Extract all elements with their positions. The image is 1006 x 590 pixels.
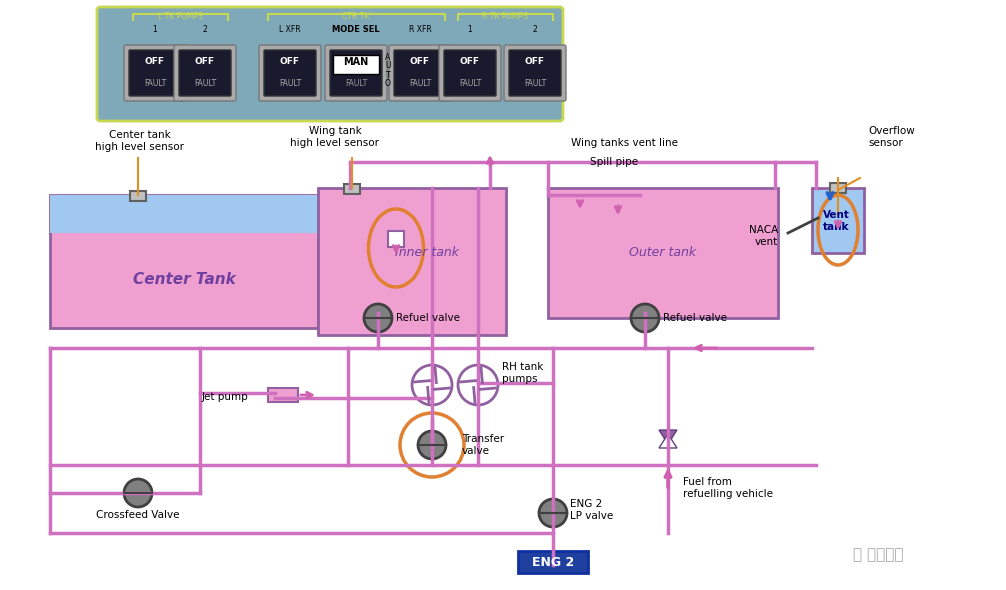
- Text: OFF: OFF: [145, 57, 165, 67]
- Text: R XFR: R XFR: [408, 25, 432, 34]
- Text: T: T: [385, 70, 390, 80]
- Text: O: O: [385, 80, 391, 88]
- FancyBboxPatch shape: [259, 45, 321, 101]
- Text: OFF: OFF: [280, 57, 300, 67]
- Circle shape: [364, 304, 392, 332]
- Text: 2: 2: [532, 25, 537, 34]
- Polygon shape: [659, 434, 677, 448]
- Bar: [344, 184, 360, 194]
- Text: ENG 2: ENG 2: [532, 556, 574, 569]
- Text: L TK PUMPS: L TK PUMPS: [158, 12, 202, 21]
- Polygon shape: [659, 430, 677, 444]
- Text: OFF: OFF: [410, 57, 430, 67]
- Text: CTR TK: CTR TK: [342, 12, 369, 21]
- Text: FAULT: FAULT: [144, 78, 166, 87]
- Text: Outer tank: Outer tank: [630, 247, 696, 260]
- Bar: [50, 195, 318, 233]
- Text: MAN: MAN: [343, 57, 368, 67]
- FancyBboxPatch shape: [504, 45, 566, 101]
- Bar: [333, 55, 379, 74]
- Text: Inner tank: Inner tank: [395, 247, 459, 260]
- Text: Vent
tank: Vent tank: [823, 210, 849, 232]
- Bar: [318, 188, 506, 335]
- Text: Crossfeed Valve: Crossfeed Valve: [97, 510, 180, 520]
- Text: OFF: OFF: [525, 57, 545, 67]
- Text: OFF: OFF: [195, 57, 215, 67]
- Circle shape: [539, 499, 567, 527]
- Text: L XFR: L XFR: [280, 25, 301, 34]
- Circle shape: [124, 479, 152, 507]
- Text: RH tank
pumps: RH tank pumps: [502, 362, 543, 384]
- FancyBboxPatch shape: [439, 45, 501, 101]
- Text: R TK PUMPS: R TK PUMPS: [482, 12, 528, 21]
- Bar: [548, 188, 778, 318]
- Bar: [388, 231, 404, 247]
- Text: Fuel from
refuelling vehicle: Fuel from refuelling vehicle: [683, 477, 773, 499]
- FancyBboxPatch shape: [509, 50, 561, 96]
- FancyBboxPatch shape: [389, 45, 451, 101]
- Bar: [50, 195, 318, 328]
- Circle shape: [418, 431, 446, 459]
- FancyBboxPatch shape: [325, 45, 387, 101]
- Text: FAULT: FAULT: [459, 78, 481, 87]
- Text: OFF: OFF: [460, 57, 480, 67]
- Text: ENG 2
LP valve: ENG 2 LP valve: [570, 499, 614, 521]
- Circle shape: [412, 365, 452, 405]
- FancyBboxPatch shape: [129, 50, 181, 96]
- Text: A: A: [385, 53, 390, 61]
- Text: FAULT: FAULT: [408, 78, 432, 87]
- Text: NACA
vent: NACA vent: [748, 225, 778, 247]
- FancyBboxPatch shape: [174, 45, 236, 101]
- Bar: [830, 183, 846, 193]
- Text: FAULT: FAULT: [279, 78, 301, 87]
- Text: Wing tank
high level sensor: Wing tank high level sensor: [291, 126, 379, 148]
- Bar: [130, 191, 146, 201]
- Bar: [812, 188, 864, 253]
- Bar: [518, 551, 588, 573]
- Text: Spill pipe: Spill pipe: [590, 157, 638, 167]
- Text: Refuel valve: Refuel valve: [396, 313, 460, 323]
- Bar: [268, 388, 298, 402]
- FancyBboxPatch shape: [97, 7, 563, 121]
- FancyBboxPatch shape: [330, 50, 382, 96]
- Text: Center tank
high level sensor: Center tank high level sensor: [96, 130, 184, 152]
- Text: Jet pump: Jet pump: [201, 392, 248, 402]
- Text: MODE SEL: MODE SEL: [332, 25, 380, 34]
- Text: Transfer
valve: Transfer valve: [462, 434, 504, 456]
- Text: Overflow
sensor: Overflow sensor: [868, 126, 914, 148]
- FancyBboxPatch shape: [124, 45, 186, 101]
- FancyBboxPatch shape: [179, 50, 231, 96]
- Text: 1: 1: [153, 25, 157, 34]
- Text: 2: 2: [202, 25, 207, 34]
- FancyBboxPatch shape: [264, 50, 316, 96]
- Text: 🐾 师哥讲坛: 🐾 师哥讲坛: [853, 548, 903, 562]
- Text: FAULT: FAULT: [194, 78, 216, 87]
- FancyBboxPatch shape: [394, 50, 446, 96]
- Text: FAULT: FAULT: [524, 78, 546, 87]
- Text: U: U: [385, 61, 390, 70]
- Circle shape: [631, 304, 659, 332]
- Text: 1: 1: [468, 25, 473, 34]
- Text: Refuel valve: Refuel valve: [663, 313, 727, 323]
- Text: Wing tanks vent line: Wing tanks vent line: [571, 138, 678, 148]
- Circle shape: [458, 365, 498, 405]
- Text: FAULT: FAULT: [345, 78, 367, 87]
- FancyBboxPatch shape: [444, 50, 496, 96]
- Text: Center Tank: Center Tank: [133, 272, 235, 287]
